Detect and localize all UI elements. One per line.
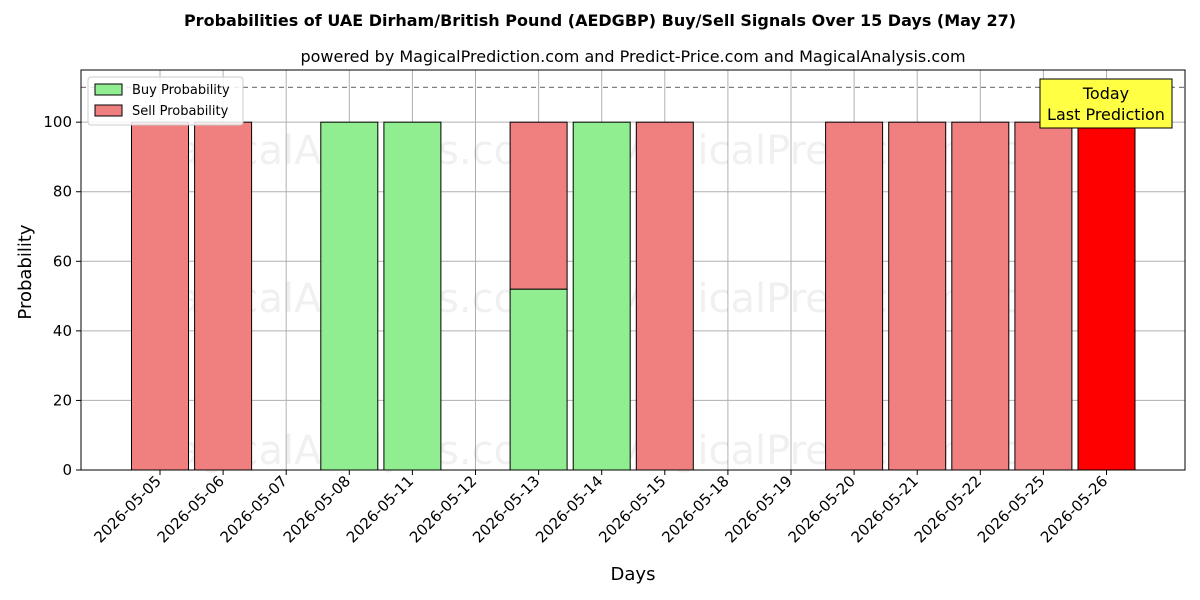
y-tick-label: 100 [43,113,72,131]
chart-subtitle: powered by MagicalPrediction.com and Pre… [300,47,965,66]
legend-frame [87,76,244,126]
x-tick-label: 2026-05-22 [911,472,985,546]
y-tick-label: 80 [53,183,72,201]
x-tick-label: 2026-05-15 [595,472,669,546]
plot-frame [80,69,1186,471]
bar-sell [951,121,1010,471]
x-tick-label: 2026-05-21 [848,472,922,546]
bar-sell [888,121,947,471]
x-tick-label: 2026-05-18 [658,472,732,546]
bar-sell [825,121,884,471]
annotation-box [1039,78,1173,129]
bars [131,121,1136,471]
x-tick-label: 2026-05-20 [785,472,859,546]
legend-swatch-buy [94,83,123,96]
y-tick-label: 60 [53,252,72,270]
legend-label-buy: Buy Probability [132,83,230,98]
legend-label-sell: Sell Probability [132,104,229,119]
x-tick-label: 2026-05-13 [469,472,543,546]
y-tick-label: 0 [62,461,72,479]
x-tick-label: 2026-05-05 [90,472,164,546]
bar-sell [131,121,189,471]
x-tick-label: 2026-05-19 [721,472,795,546]
bar-buy [383,121,442,471]
x-tick-label: 2026-05-08 [280,472,354,546]
bar-buy [509,288,568,471]
bar-sell [635,121,694,471]
y-tick-label: 40 [53,322,72,340]
x-axis-label: Days [611,564,656,585]
y-tick-label: 20 [53,391,72,409]
y-axis-label: Probability [15,224,36,319]
x-tick-label: 2026-05-14 [532,472,606,546]
legend-swatch-sell [94,104,123,117]
x-tick-label: 2026-05-26 [1037,472,1111,546]
bar-sell [509,121,568,290]
x-tick-label: 2026-05-11 [343,472,417,546]
bar-buy [572,121,631,471]
chart-title: Probabilities of UAE Dirham/British Poun… [184,11,1016,30]
today-annotation: Today Last Prediction [1039,78,1173,129]
bar-buy [320,121,379,471]
bar-sell [194,121,253,471]
x-tick-label: 2026-05-12 [406,472,480,546]
bar-sell [1014,121,1073,471]
x-tick-label: 2026-05-07 [217,472,291,546]
x-tick-label: 2026-05-25 [974,472,1048,546]
bar-sell [1077,121,1136,471]
annotation-line-2: Last Prediction [1047,105,1165,124]
x-tick-label: 2026-05-06 [154,472,228,546]
annotation-line-1: Today [1082,84,1129,103]
legend: Buy Probability Sell Probability [87,76,244,126]
